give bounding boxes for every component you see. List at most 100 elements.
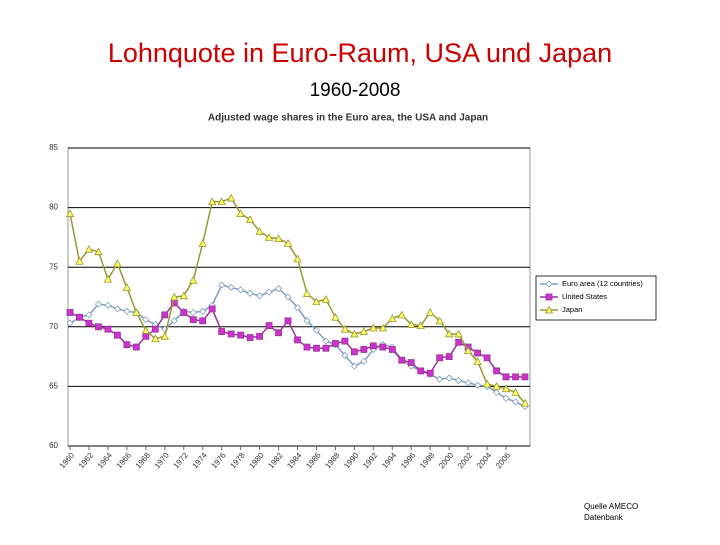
source: Quelle AMECO	[584, 502, 638, 511]
marker	[482, 379, 492, 388]
legend-label: Japan	[562, 305, 582, 314]
marker	[303, 343, 311, 351]
marker	[76, 313, 83, 321]
marker	[388, 314, 397, 322]
legend-label: Euro area (12 countries)	[562, 279, 643, 288]
y-tick-label: 65	[49, 382, 58, 391]
x-tick-label: 1966	[115, 450, 134, 470]
marker	[132, 343, 140, 351]
x-tick-label: 1984	[285, 450, 304, 470]
marker	[113, 305, 121, 313]
marker	[455, 338, 463, 346]
marker	[142, 332, 150, 340]
marker	[359, 327, 369, 335]
marker	[511, 388, 520, 396]
marker	[123, 341, 131, 349]
marker	[265, 288, 273, 296]
legend-marker	[544, 305, 554, 314]
marker	[113, 259, 122, 268]
x-tick-label: 2006	[494, 450, 513, 470]
marker	[350, 329, 359, 338]
marker	[123, 307, 131, 315]
marker	[322, 337, 330, 345]
marker	[294, 336, 301, 344]
x-tick-label: 1972	[172, 450, 191, 470]
marker	[274, 285, 283, 293]
x-tick-label: 1976	[209, 450, 228, 470]
marker	[256, 292, 264, 300]
marker	[264, 233, 274, 241]
y-tick-label: 75	[49, 262, 58, 271]
marker	[132, 308, 141, 316]
x-tick-label: 1980	[247, 450, 266, 470]
marker	[85, 319, 93, 327]
marker	[284, 293, 292, 301]
marker	[142, 316, 150, 324]
marker	[180, 309, 188, 316]
marker	[104, 301, 112, 309]
marker	[199, 317, 207, 325]
legend-marker	[545, 280, 553, 288]
marker	[293, 254, 302, 263]
marker	[521, 373, 529, 381]
marker	[350, 348, 358, 356]
marker	[208, 197, 217, 206]
x-tick-label: 1994	[380, 450, 399, 470]
marker	[464, 379, 472, 387]
x-tick-label: 1992	[361, 450, 380, 470]
marker	[189, 275, 198, 284]
marker	[350, 362, 358, 370]
marker	[454, 329, 463, 338]
x-tick-label: 1982	[266, 450, 285, 470]
marker	[208, 305, 216, 313]
marker	[340, 324, 350, 333]
marker	[455, 376, 463, 385]
marker	[283, 239, 293, 247]
marker	[226, 193, 236, 202]
marker	[435, 316, 444, 325]
marker	[189, 308, 197, 317]
marker	[256, 332, 263, 340]
marker	[265, 322, 273, 330]
marker	[322, 344, 330, 352]
marker	[227, 283, 235, 292]
marker	[473, 357, 482, 365]
marker	[483, 354, 491, 362]
marker	[512, 373, 519, 381]
marker	[236, 209, 245, 217]
marker	[237, 286, 245, 294]
marker	[426, 369, 434, 377]
marker	[179, 291, 188, 300]
marker	[151, 334, 160, 343]
marker	[407, 359, 415, 366]
marker	[426, 308, 435, 316]
marker	[341, 351, 349, 359]
x-tick-label: 1988	[323, 450, 342, 470]
marker	[255, 227, 264, 235]
marker	[332, 340, 339, 347]
marker	[501, 384, 511, 393]
marker	[189, 316, 197, 324]
marker	[160, 331, 169, 340]
marker	[312, 326, 321, 334]
marker	[313, 344, 320, 352]
marker	[416, 321, 425, 330]
x-tick-label: 1998	[418, 450, 437, 470]
marker	[113, 331, 121, 339]
x-tick-label: 1960	[58, 450, 77, 470]
marker	[274, 234, 283, 242]
plot-area	[67, 147, 531, 447]
x-tick-label: 1978	[228, 450, 247, 470]
marker	[94, 247, 103, 256]
marker	[360, 357, 368, 365]
marker	[246, 289, 254, 297]
y-tick-label: 80	[49, 203, 58, 212]
marker	[198, 239, 207, 247]
marker	[65, 209, 75, 217]
marker	[218, 281, 226, 289]
marker	[492, 382, 501, 390]
marker	[511, 398, 520, 406]
marker	[369, 323, 378, 332]
marker	[217, 197, 226, 206]
